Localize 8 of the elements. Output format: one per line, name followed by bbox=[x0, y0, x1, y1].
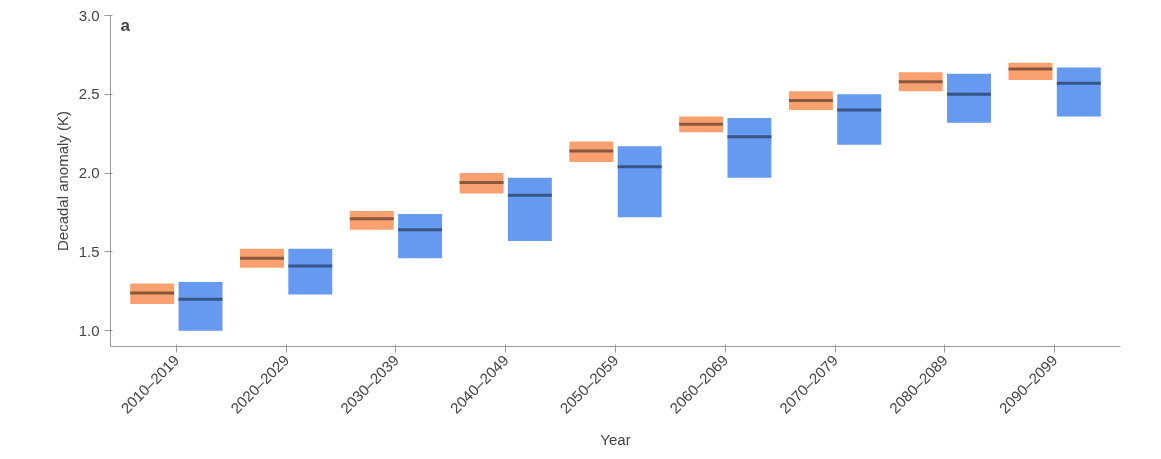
y-tick-label: 1.0 bbox=[78, 321, 100, 339]
annotation: a bbox=[120, 15, 131, 35]
y-tick-label: 2.5 bbox=[78, 85, 100, 103]
y-tick-label: 1.5 bbox=[78, 242, 100, 260]
y-axis-title: Decadal anomaly (K) bbox=[53, 110, 71, 252]
x-axis-title: Year bbox=[600, 430, 631, 448]
y-tick-label: 3.0 bbox=[78, 6, 100, 24]
y-tick-label: 2.0 bbox=[78, 164, 100, 182]
